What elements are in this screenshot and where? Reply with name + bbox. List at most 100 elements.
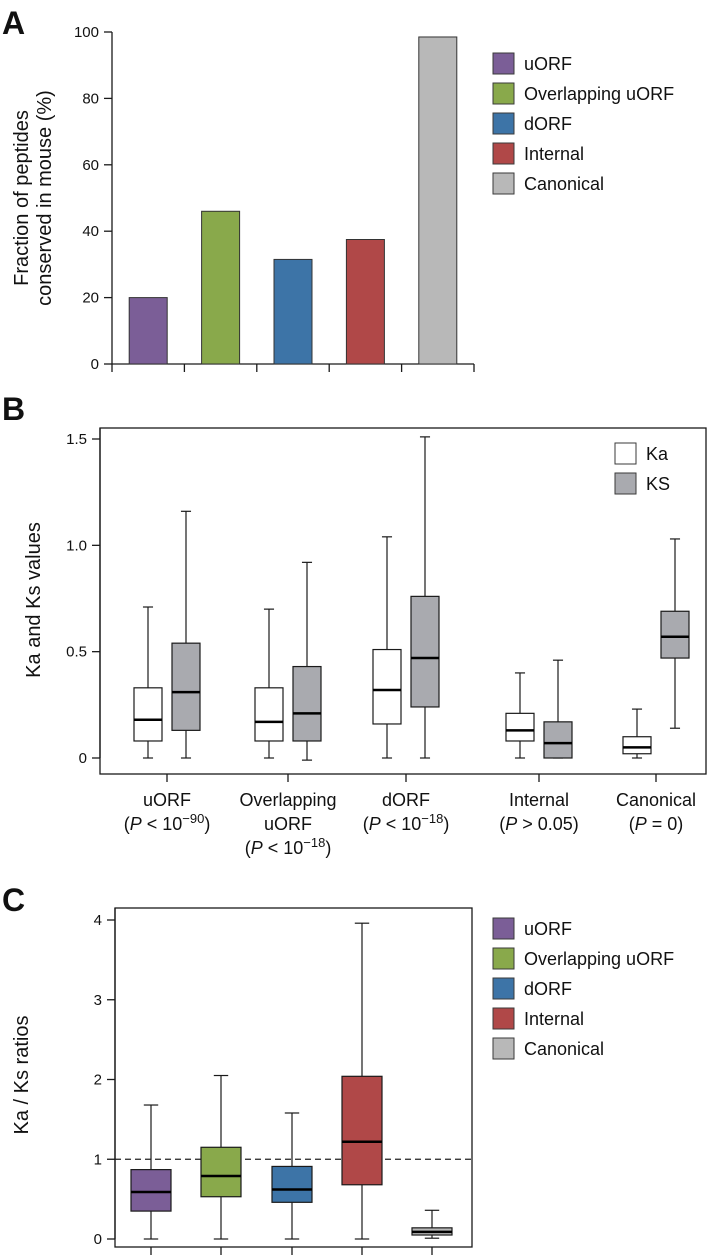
panel-b-legend-label-ks: KS: [646, 474, 670, 494]
panel-b-ka-box-5-box: [622, 736, 652, 755]
panel-c-y-label: Ka / Ks ratios: [11, 1016, 33, 1135]
panel-c-legend-label-internal: Internal: [524, 1009, 584, 1029]
panel-c-box-internal-box: [341, 1075, 383, 1186]
panel-c: C 0 1 2 3 4 Ka / Ks ratios uORF Overlapping uORF…: [2, 882, 674, 1255]
panel-a-legend-label-internal: Internal: [524, 144, 584, 164]
panel-b-x-label: Overlapping: [239, 790, 336, 810]
panel-b-ks-box-4-box: [543, 721, 573, 759]
panel-b-letter: B: [2, 391, 25, 427]
panel-a-y-label-line: Fraction of peptides: [11, 110, 33, 286]
panel-b-x-label-part: P: [130, 814, 142, 834]
panel-a-bar-uorf: [128, 297, 168, 365]
panel-b-x-label: (P < 10−18): [363, 811, 450, 835]
panel-a-bar-internal: [345, 239, 385, 365]
panel-b-x-label-part: (: [363, 814, 369, 834]
panel-b-x-label-part: P: [369, 814, 381, 834]
panel-c-y-tick-label: 1: [94, 1151, 102, 1168]
panel-a: A 0 20 40 60 80 100 Fraction of peptidesconserv…: [2, 5, 674, 373]
panel-c-y-tick-label: 2: [94, 1072, 102, 1089]
panel-c-letter: C: [2, 882, 25, 918]
panel-b-x-label: (P < 10−90): [124, 811, 211, 835]
panel-b-ks-box-1-box: [171, 642, 201, 731]
panel-b-x-label-part: P: [635, 814, 647, 834]
panel-b-x-label: uORF: [143, 790, 191, 810]
panel-b-ka-box-4-box: [505, 712, 535, 742]
panel-b-x-label-part: P: [505, 814, 517, 834]
panel-b-y-tick-label: 1.5: [66, 431, 87, 448]
panel-b-y-tick-label: 0.5: [66, 644, 87, 661]
panel-b-x-label: uORF: [264, 814, 312, 834]
panel-b-ks-box-2-box: [292, 665, 322, 742]
panel-b-x-label-part: ): [204, 814, 210, 834]
panel-b-legend-swatch-ks: [614, 472, 637, 495]
panel-c-legend-swatch-dorf: [492, 977, 515, 1000]
panel-a-bar-dorf: [273, 258, 313, 365]
panel-b-x-label-part: < 10: [263, 838, 304, 858]
panel-c-legend-swatch-uorf: [492, 917, 515, 940]
panel-b-x-label: (P = 0): [629, 814, 684, 834]
panel-b-y-tick-label: 1.0: [66, 537, 87, 554]
panel-a-y-tick-label: 60: [82, 157, 99, 174]
panel-a-legend-label-uorf: uORF: [524, 54, 572, 74]
panel-c-legend-swatch-internal: [492, 1007, 515, 1030]
panel-b-x-label-part: < 10: [381, 814, 422, 834]
panel-b-ka-box-3-box: [372, 648, 402, 725]
panel-b-y-tick-label: 0: [79, 750, 87, 767]
panel-b-legend-label-ka: Ka: [646, 444, 669, 464]
panel-b-ks-box-3-box: [410, 595, 440, 708]
panel-c-legend-label-canonical: Canonical: [524, 1039, 604, 1059]
panel-c-box-uorf-box: [130, 1169, 172, 1212]
panel-a-letter: A: [2, 5, 25, 41]
panel-c-legend-swatch-overlapping-uorf: [492, 947, 515, 970]
panel-b-x-label-part: < 10: [142, 814, 183, 834]
panel-c-legend-swatch-canonical: [492, 1037, 515, 1060]
panel-b-x-label-part: −18: [421, 811, 443, 826]
panel-c-legend-label-overlapping-uorf: Overlapping uORF: [524, 949, 674, 969]
panel-b-x-label-part: (: [124, 814, 130, 834]
panel-c-legend-label-uorf: uORF: [524, 919, 572, 939]
panel-a-y-tick-label: 100: [74, 24, 99, 41]
panel-a-y-tick-label: 80: [82, 90, 99, 107]
panel-c-box-dorf-box: [271, 1165, 313, 1203]
panel-a-legend-swatch-uorf: [492, 52, 515, 75]
panel-c-y-tick-label: 0: [94, 1231, 102, 1248]
panel-a-y-label: Fraction of peptidesconserved in mouse (…: [11, 90, 56, 306]
panel-b-x-label-part: (: [629, 814, 635, 834]
panel-b-x-label: Internal: [509, 790, 569, 810]
panel-a-legend-label-overlapping-uorf: Overlapping uORF: [524, 84, 674, 104]
panel-c-legend-label-dorf: dORF: [524, 979, 572, 999]
panel-b-ks-box-5-box: [660, 610, 690, 659]
panel-b-x-label-part: −18: [303, 835, 325, 850]
panel-a-legend-swatch-canonical: [492, 172, 515, 195]
panel-b-x-label: (P < 10−18): [245, 835, 332, 859]
panel-a-bar-canonical: [418, 36, 458, 365]
panel-a-legend-label-dorf: dORF: [524, 114, 572, 134]
panel-a-legend-swatch-internal: [492, 142, 515, 165]
panel-b-x-label-part: ): [325, 838, 331, 858]
panel-a-legend-label-canonical: Canonical: [524, 174, 604, 194]
panel-b-x-label-part: −90: [182, 811, 204, 826]
panel-b-x-label: Canonical: [616, 790, 696, 810]
panel-b-x-label-part: ): [443, 814, 449, 834]
panel-a-y-tick-label: 20: [82, 290, 99, 307]
panel-b-x-label: (P > 0.05): [499, 814, 579, 834]
panel-a-y-tick-label: 40: [82, 223, 99, 240]
panel-b-ka-box-1-box: [133, 687, 163, 742]
panel-a-bar-overlapping-uorf: [201, 210, 241, 365]
panel-b-x-label-part: > 0.05): [517, 814, 579, 834]
panel-b-legend-swatch-ka: [614, 442, 637, 465]
panel-a-legend-swatch-overlapping-uorf: [492, 82, 515, 105]
panel-a-y-tick-label: 0: [91, 356, 99, 373]
panel-b-x-label-part: (: [245, 838, 251, 858]
panel-b-x-label-part: = 0): [647, 814, 684, 834]
panel-a-legend-swatch-dorf: [492, 112, 515, 135]
panel-c-y-tick-label: 3: [94, 992, 102, 1009]
panel-b-y-label: Ka and Ks values: [23, 522, 45, 678]
panel-b-x-label: dORF: [382, 790, 430, 810]
panel-b-x-label-part: P: [251, 838, 263, 858]
panel-c-y-tick-label: 4: [94, 912, 102, 929]
panel-b-x-label-part: (: [499, 814, 505, 834]
panel-c-box-overlapping-uorf-box: [200, 1146, 242, 1198]
